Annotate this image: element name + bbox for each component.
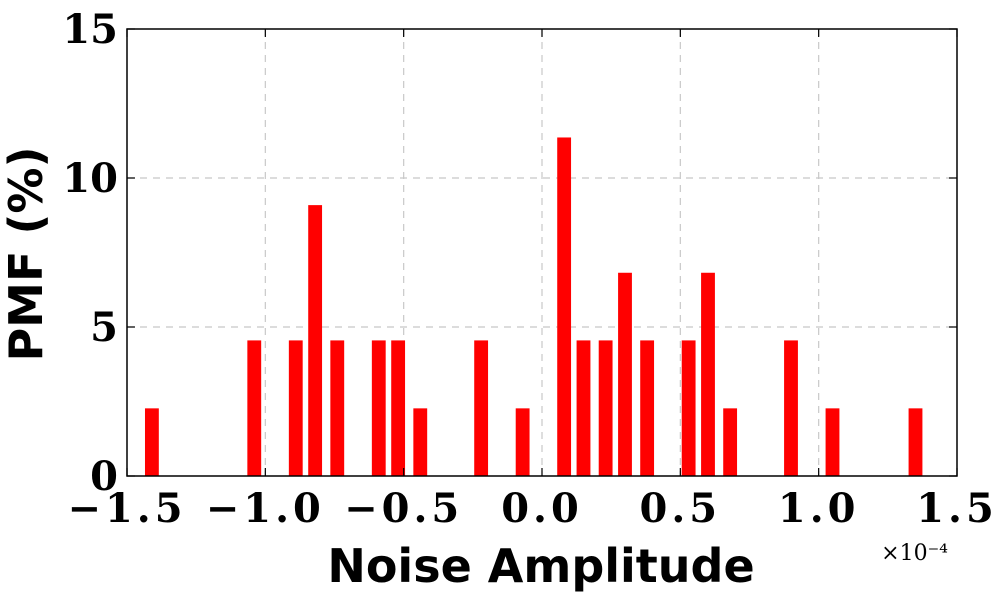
x-tick-label: 0.0 (501, 485, 583, 532)
bar (908, 408, 923, 476)
x-tick-label: −1.5 (67, 485, 186, 532)
bar (308, 205, 323, 477)
y-tick-label: 15 (62, 6, 118, 53)
bar (640, 340, 655, 476)
bar (723, 408, 738, 476)
x-tick-label: 1.0 (778, 485, 860, 532)
y-tick-label: 10 (62, 155, 118, 202)
x-tick-label: 0.5 (640, 485, 722, 532)
y-axis-label: PMF (%) (0, 146, 53, 361)
x-tick-label: −0.5 (344, 485, 463, 532)
x-multiplier-label: ×10⁻⁴ (881, 541, 948, 566)
y-tick-label: 5 (90, 304, 118, 351)
bar (247, 340, 262, 476)
grid-lines (127, 29, 957, 476)
bar (557, 137, 572, 477)
bar (144, 408, 159, 476)
bar (474, 340, 489, 476)
x-tick-labels: −1.5 −1.0 −0.5 0.0 0.5 1.0 1.5 (67, 485, 998, 532)
bar (825, 408, 840, 476)
tick-marks (126, 28, 958, 477)
bar (515, 408, 530, 476)
bar (330, 340, 345, 476)
y-tick-labels: 0 5 10 15 (62, 6, 118, 500)
bar (288, 340, 303, 476)
x-axis-label: Noise Amplitude (327, 539, 754, 592)
x-tick-label: −1.0 (206, 485, 325, 532)
bar (784, 340, 798, 476)
bar (576, 340, 591, 476)
bar (598, 340, 613, 476)
bar (618, 272, 632, 476)
bar (391, 340, 406, 476)
bar (371, 340, 386, 476)
bar (701, 272, 715, 476)
y-tick-label: 0 (90, 453, 118, 500)
bars (144, 137, 923, 477)
x-tick-label: 1.5 (916, 485, 998, 532)
bar (413, 408, 428, 476)
bar (681, 340, 696, 476)
